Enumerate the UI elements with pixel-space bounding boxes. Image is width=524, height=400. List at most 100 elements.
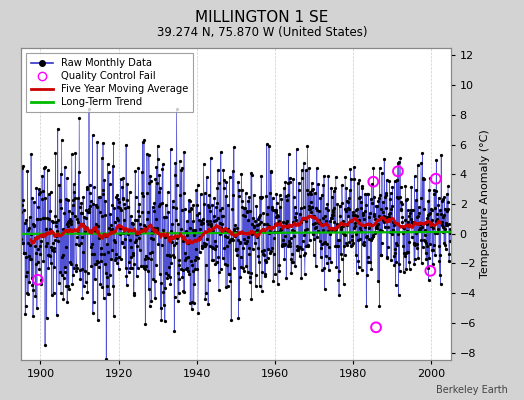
Point (299, 216, 307, 223)
Point (27, 230, 36, 237)
Point (269, 278, 277, 284)
Point (358, 185, 367, 191)
Point (116, 176, 125, 182)
Point (385, 214, 393, 220)
Point (72, 262, 80, 269)
Point (416, 225, 424, 232)
Point (154, 155, 162, 162)
Point (121, 236, 129, 242)
Point (381, 217, 389, 223)
Point (364, 254, 372, 261)
Point (321, 286, 329, 292)
Point (88, 227, 96, 233)
Point (285, 238, 293, 244)
Point (99, 191, 107, 198)
Point (78, 233, 86, 240)
Point (196, 226, 204, 233)
Point (96, 281, 105, 288)
Point (393, 241, 401, 248)
Point (295, 179, 303, 186)
Point (426, 268, 434, 274)
Point (122, 273, 130, 279)
Point (436, 281, 445, 287)
Point (327, 184, 335, 191)
Point (98, 213, 106, 220)
Point (19, 250, 28, 256)
Point (97, 258, 105, 264)
Point (30, 235, 39, 241)
Point (188, 298, 196, 305)
Point (244, 198, 253, 204)
Point (206, 208, 215, 214)
Point (190, 300, 198, 306)
Point (68, 281, 77, 287)
Point (378, 216, 387, 223)
Point (157, 241, 166, 248)
Point (340, 231, 348, 237)
Point (182, 266, 190, 272)
Point (88, 251, 96, 257)
Point (305, 206, 313, 213)
Point (337, 226, 345, 232)
Point (271, 207, 280, 213)
Point (50, 245, 58, 251)
Point (377, 206, 385, 212)
Point (434, 195, 443, 201)
Text: Berkeley Earth: Berkeley Earth (436, 385, 508, 395)
Point (362, 234, 370, 240)
Point (275, 262, 283, 268)
Point (50, 264, 59, 270)
Point (355, 217, 363, 224)
Point (332, 226, 340, 232)
Point (82, 206, 91, 213)
Point (114, 204, 123, 210)
Point (288, 259, 296, 265)
Point (414, 204, 423, 210)
Point (350, 164, 358, 170)
Point (310, 224, 319, 231)
Point (408, 207, 417, 213)
Point (26, 255, 34, 262)
Point (34, 246, 42, 253)
Point (130, 261, 138, 267)
Point (271, 221, 279, 227)
Point (142, 262, 150, 269)
Point (404, 249, 412, 255)
Point (329, 212, 337, 218)
Point (59, 296, 68, 302)
Point (290, 194, 298, 200)
Point (386, 210, 394, 216)
Point (395, 261, 403, 267)
Point (160, 231, 169, 238)
Point (339, 223, 347, 230)
Point (420, 206, 428, 212)
Point (343, 222, 351, 229)
Point (332, 264, 341, 270)
Point (394, 231, 402, 238)
Point (188, 306, 196, 312)
Point (192, 254, 201, 260)
Point (361, 191, 369, 197)
Point (206, 242, 214, 249)
Point (159, 288, 167, 295)
Point (405, 259, 413, 265)
Point (401, 217, 409, 223)
Point (24, 227, 32, 233)
Point (336, 212, 344, 219)
Point (236, 253, 245, 260)
Point (81, 228, 90, 234)
Point (236, 240, 244, 246)
Point (325, 244, 333, 250)
Point (32, 250, 40, 256)
Point (402, 266, 410, 272)
Point (104, 225, 113, 231)
Point (49, 240, 57, 246)
Point (31, 243, 39, 249)
Point (149, 236, 158, 242)
Point (127, 254, 136, 260)
Point (431, 204, 439, 211)
Point (396, 154, 405, 161)
Point (413, 214, 421, 220)
Point (432, 210, 441, 217)
Point (260, 252, 268, 258)
